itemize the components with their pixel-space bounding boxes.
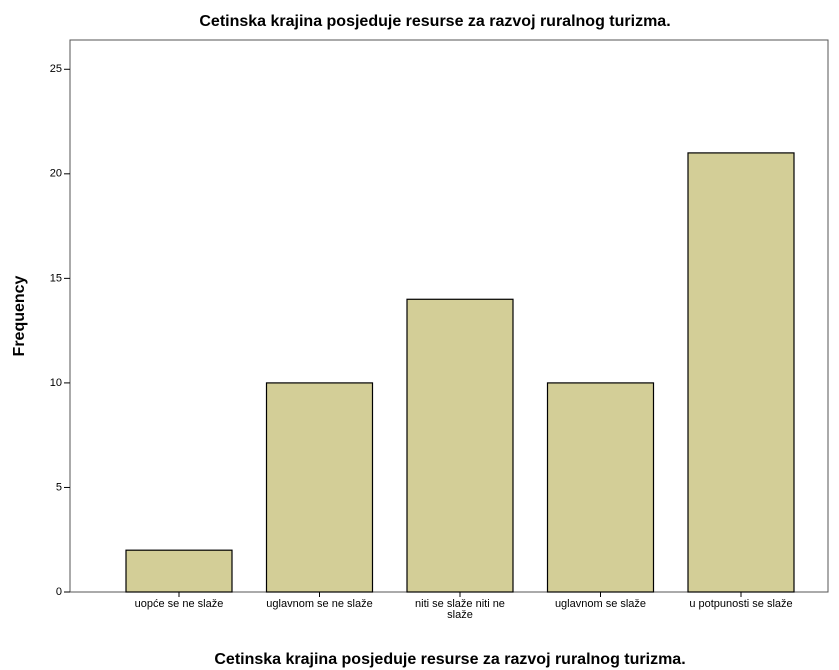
y-tick-label: 20 xyxy=(50,168,62,180)
y-axis-title: Frequency xyxy=(11,275,28,356)
bar xyxy=(687,152,795,593)
chart-title: Cetinska krajina posjeduje resurse za ra… xyxy=(199,13,670,30)
bar xyxy=(546,382,655,593)
x-tick-label: uopće se ne slaže xyxy=(134,598,224,610)
x-tick-label: u potpunosti se slaže xyxy=(689,598,793,610)
bar xyxy=(406,298,514,593)
x-tick-label: niti se slaže niti ne slaže xyxy=(415,598,505,621)
y-tick-label: 5 xyxy=(56,481,62,493)
y-tick-label: 0 xyxy=(56,586,62,598)
bar xyxy=(265,382,374,593)
bar xyxy=(125,549,233,593)
y-tick-label: 15 xyxy=(50,272,62,284)
y-tick-label: 10 xyxy=(50,377,62,389)
y-tick-label: 25 xyxy=(50,63,62,75)
x-tick-label: uglavnom se ne slaže xyxy=(266,598,373,610)
x-tick-label: uglavnom se slaže xyxy=(554,598,647,610)
x-axis-title: Cetinska krajina posjeduje resurse za ra… xyxy=(214,651,685,668)
